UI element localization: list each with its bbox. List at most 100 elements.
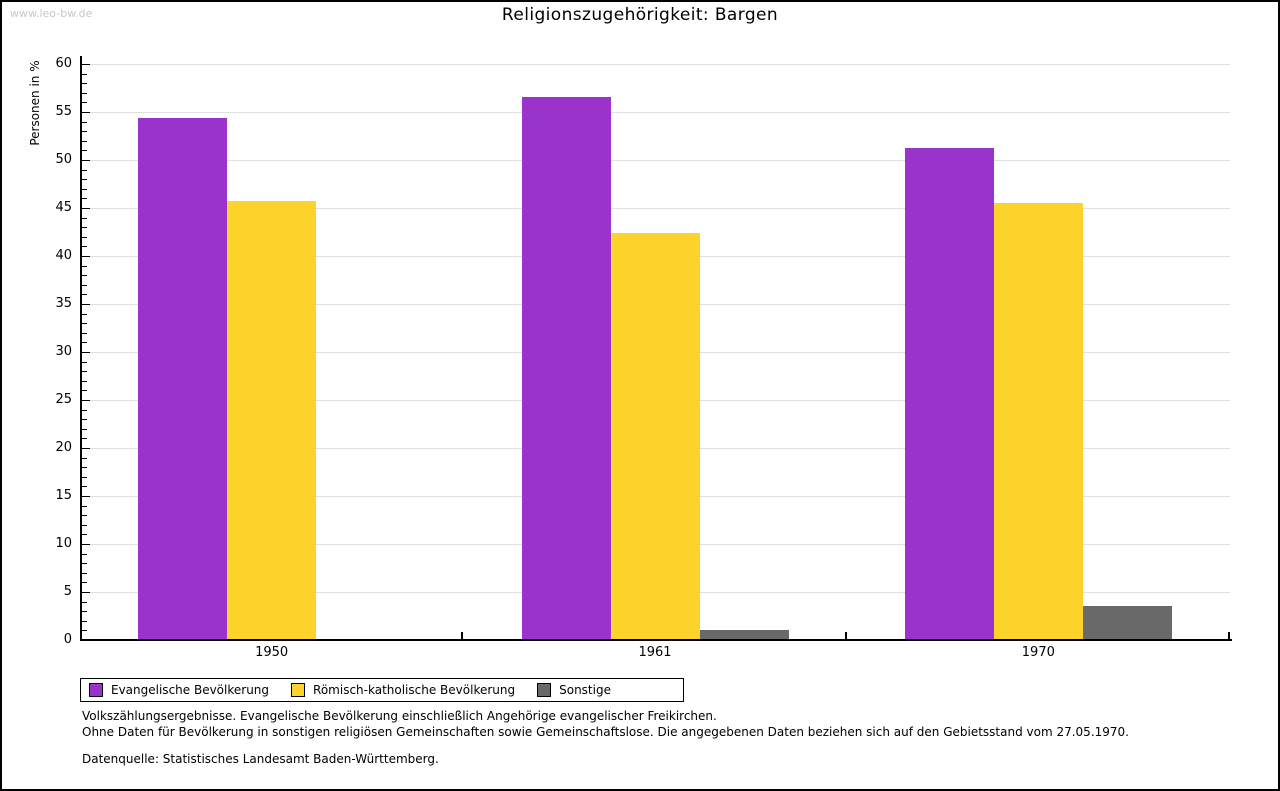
y-minor-tick (82, 73, 87, 75)
y-minor-tick (82, 438, 87, 440)
y-minor-tick (82, 563, 87, 565)
y-major-tick (82, 352, 90, 353)
y-minor-tick (82, 265, 87, 267)
y-minor-tick (82, 284, 87, 286)
bar-1961-series2 (611, 233, 700, 640)
y-tick-label: 20 (55, 440, 72, 455)
y-minor-tick (82, 457, 87, 459)
y-minor-tick (82, 428, 87, 430)
y-major-tick (82, 256, 90, 257)
y-minor-tick (82, 467, 87, 469)
footnote-line-2: Ohne Daten für Bevölkerung in sonstigen … (82, 725, 1129, 739)
bar-1961-series1 (522, 97, 611, 640)
watermark: www.leo-bw.de (10, 7, 93, 20)
gridline (80, 160, 1230, 161)
y-minor-tick (82, 121, 87, 123)
y-minor-tick (82, 505, 87, 507)
y-minor-tick (82, 246, 87, 248)
y-tick-label: 60 (55, 56, 72, 71)
y-minor-tick (82, 332, 87, 334)
y-tick-label: 40 (55, 248, 72, 263)
y-tick-label: 0 (63, 632, 72, 647)
y-minor-tick (82, 534, 87, 536)
y-minor-tick (82, 150, 87, 152)
y-minor-tick (82, 476, 87, 478)
y-tick-label: 10 (55, 536, 72, 551)
bar-1970-series2 (994, 203, 1083, 640)
x-axis-label: 1950 (255, 645, 289, 660)
x-axis-line (80, 639, 1232, 641)
bar-1970-series1 (905, 148, 994, 640)
y-minor-tick (82, 275, 87, 277)
y-tick-label: 45 (55, 200, 72, 215)
y-minor-tick (82, 323, 87, 325)
y-minor-tick (82, 572, 87, 574)
legend-item-1: Evangelische Bevölkerung (89, 683, 269, 697)
y-minor-tick (82, 179, 87, 181)
y-major-tick (82, 64, 90, 65)
y-minor-tick (82, 553, 87, 555)
y-axis-line (80, 56, 82, 640)
gridline (80, 64, 1230, 65)
y-tick-label: 15 (55, 488, 72, 503)
y-tick-label: 50 (55, 152, 72, 167)
y-minor-tick (82, 92, 87, 94)
y-minor-tick (82, 524, 87, 526)
y-major-tick (82, 208, 90, 209)
bar-1950-series1 (138, 118, 227, 640)
y-minor-tick (82, 188, 87, 190)
data-source-note: Datenquelle: Statistisches Landesamt Bad… (82, 752, 439, 766)
y-major-tick (82, 592, 90, 593)
x-tick (461, 632, 464, 640)
legend-label-3: Sonstige (559, 683, 611, 697)
y-major-tick (82, 448, 90, 449)
x-tick (844, 632, 847, 640)
y-minor-tick (82, 83, 87, 85)
y-major-tick (82, 112, 90, 113)
y-minor-tick (82, 217, 87, 219)
chart-title: Religionszugehörigkeit: Bargen (501, 5, 779, 25)
y-tick-label: 5 (63, 584, 72, 599)
y-minor-tick (82, 342, 87, 344)
x-axis-label: 1961 (638, 645, 672, 660)
footnote: Volkszählungsergebnisse. Evangelische Be… (82, 708, 1129, 740)
bar-1950-series2 (227, 201, 316, 640)
footnote-line-1: Volkszählungsergebnisse. Evangelische Be… (82, 709, 717, 723)
y-major-tick (82, 400, 90, 401)
y-minor-tick (82, 630, 87, 632)
y-minor-tick (82, 313, 87, 315)
y-minor-tick (82, 486, 87, 488)
y-tick-label: 35 (55, 296, 72, 311)
y-minor-tick (82, 390, 87, 392)
y-minor-tick (82, 227, 87, 229)
bar-1970-series3 (1083, 606, 1172, 640)
y-minor-tick (82, 582, 87, 584)
y-minor-tick (82, 409, 87, 411)
gridline (80, 112, 1230, 113)
y-minor-tick (82, 140, 87, 142)
y-minor-tick (82, 371, 87, 373)
y-minor-tick (82, 419, 87, 421)
y-tick-label: 55 (55, 104, 72, 119)
y-minor-tick (82, 620, 87, 622)
legend-swatch-3 (537, 683, 552, 697)
y-minor-tick (82, 169, 87, 171)
y-minor-tick (82, 131, 87, 133)
x-axis-label: 1970 (1021, 645, 1055, 660)
y-major-tick (82, 160, 90, 161)
legend-swatch-1 (89, 683, 103, 697)
legend-swatch-2 (291, 683, 306, 697)
y-minor-tick (82, 515, 87, 517)
y-minor-tick (82, 611, 87, 613)
y-tick-label: 25 (55, 392, 72, 407)
y-minor-tick (82, 236, 87, 238)
legend-box: Evangelische Bevölkerung Römisch-katholis… (80, 678, 684, 702)
legend-item-2: Römisch-katholische Bevölkerung (291, 683, 515, 697)
y-minor-tick (82, 380, 87, 382)
y-minor-tick (82, 294, 87, 296)
legend-label-1: Evangelische Bevölkerung (111, 683, 270, 697)
y-major-tick (82, 496, 90, 497)
gridline (80, 208, 1230, 209)
x-tick (1228, 632, 1230, 640)
